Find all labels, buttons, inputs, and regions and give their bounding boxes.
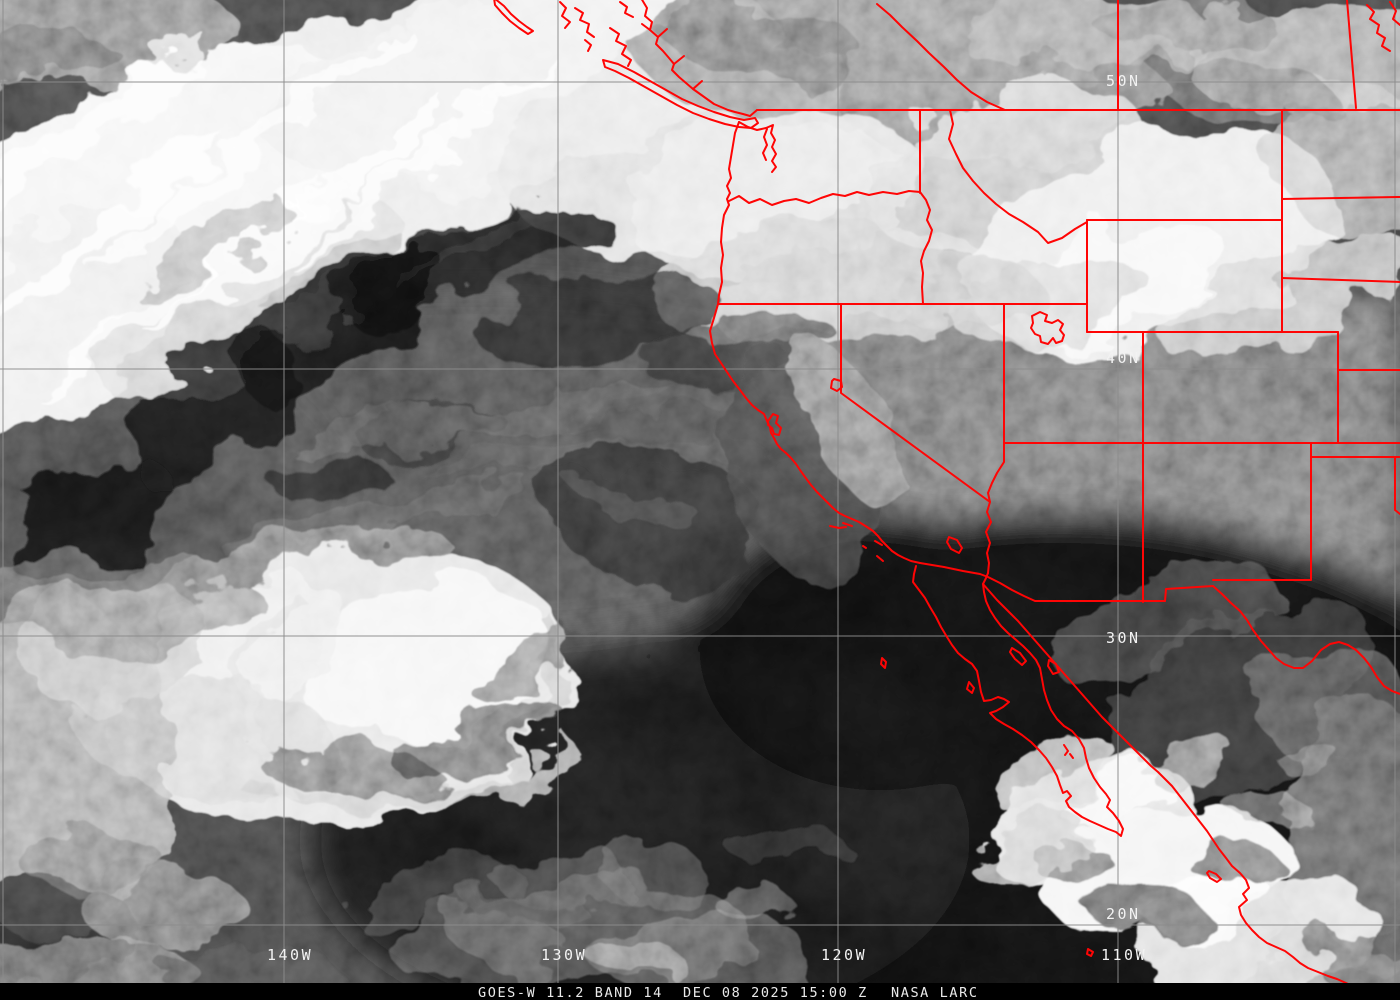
bc-archipelago	[559, 1, 634, 67]
latitude-label-40N: 40N	[1106, 349, 1141, 367]
bc-alberta-border	[876, 3, 1006, 111]
baja-california-coastline	[912, 565, 1124, 837]
vancouver-island	[602, 59, 759, 129]
manitoba-lakes	[1366, 1, 1400, 52]
sonora-sinaloa-coastline	[982, 583, 1363, 992]
texas-oklahoma-border	[1310, 456, 1400, 515]
channel-islands	[829, 522, 884, 562]
newmexico-texas-border	[1212, 456, 1312, 581]
great-salt-lake	[1030, 311, 1065, 345]
san-francisco-bay	[767, 413, 782, 436]
pacific-islands	[880, 657, 1222, 957]
oregon-idaho-border	[919, 191, 933, 305]
political-boundaries-and-coastlines	[493, 0, 1400, 992]
nevada-arizona-border	[987, 442, 1005, 503]
longitude-label-120W: 120W	[821, 946, 867, 964]
latitude-label-20N: 20N	[1106, 905, 1141, 923]
us-mexico-border	[919, 562, 1214, 602]
salton-sea	[946, 536, 963, 554]
caption-datetime: DEC 08 2025 15:00 Z	[683, 985, 868, 1000]
bc-fjord-inlets	[641, 23, 703, 90]
idaho-montana-border	[948, 109, 1088, 244]
gulf-of-california-islands	[1009, 647, 1074, 759]
longitude-label-110W: 110W	[1101, 946, 1147, 964]
southdakota-nebraska-border	[1281, 277, 1400, 283]
washington-oregon-border	[728, 190, 921, 206]
caption-bar	[0, 983, 1400, 1000]
caption-product: GOES-W 11.2 BAND 14	[478, 985, 663, 1000]
haida-gwaii-island	[493, 0, 534, 35]
lake-tahoe	[830, 378, 843, 392]
longitude-label-130W: 130W	[541, 946, 587, 964]
pacific-coastline	[709, 121, 921, 564]
northdakota-southdakota-border	[1281, 196, 1400, 200]
latitude-label-50N: 50N	[1106, 72, 1141, 90]
saskatchewan-manitoba-border	[1346, 0, 1357, 109]
longitude-label-140W: 140W	[267, 946, 313, 964]
caption-credit: NASA LARC	[891, 985, 979, 1000]
bc-mainland-coastline	[641, 0, 758, 117]
rio-grande-river	[1212, 585, 1400, 695]
puget-sound	[738, 121, 777, 173]
latitude-label-30N: 30N	[1106, 629, 1141, 647]
california-nevada-border	[840, 303, 992, 574]
